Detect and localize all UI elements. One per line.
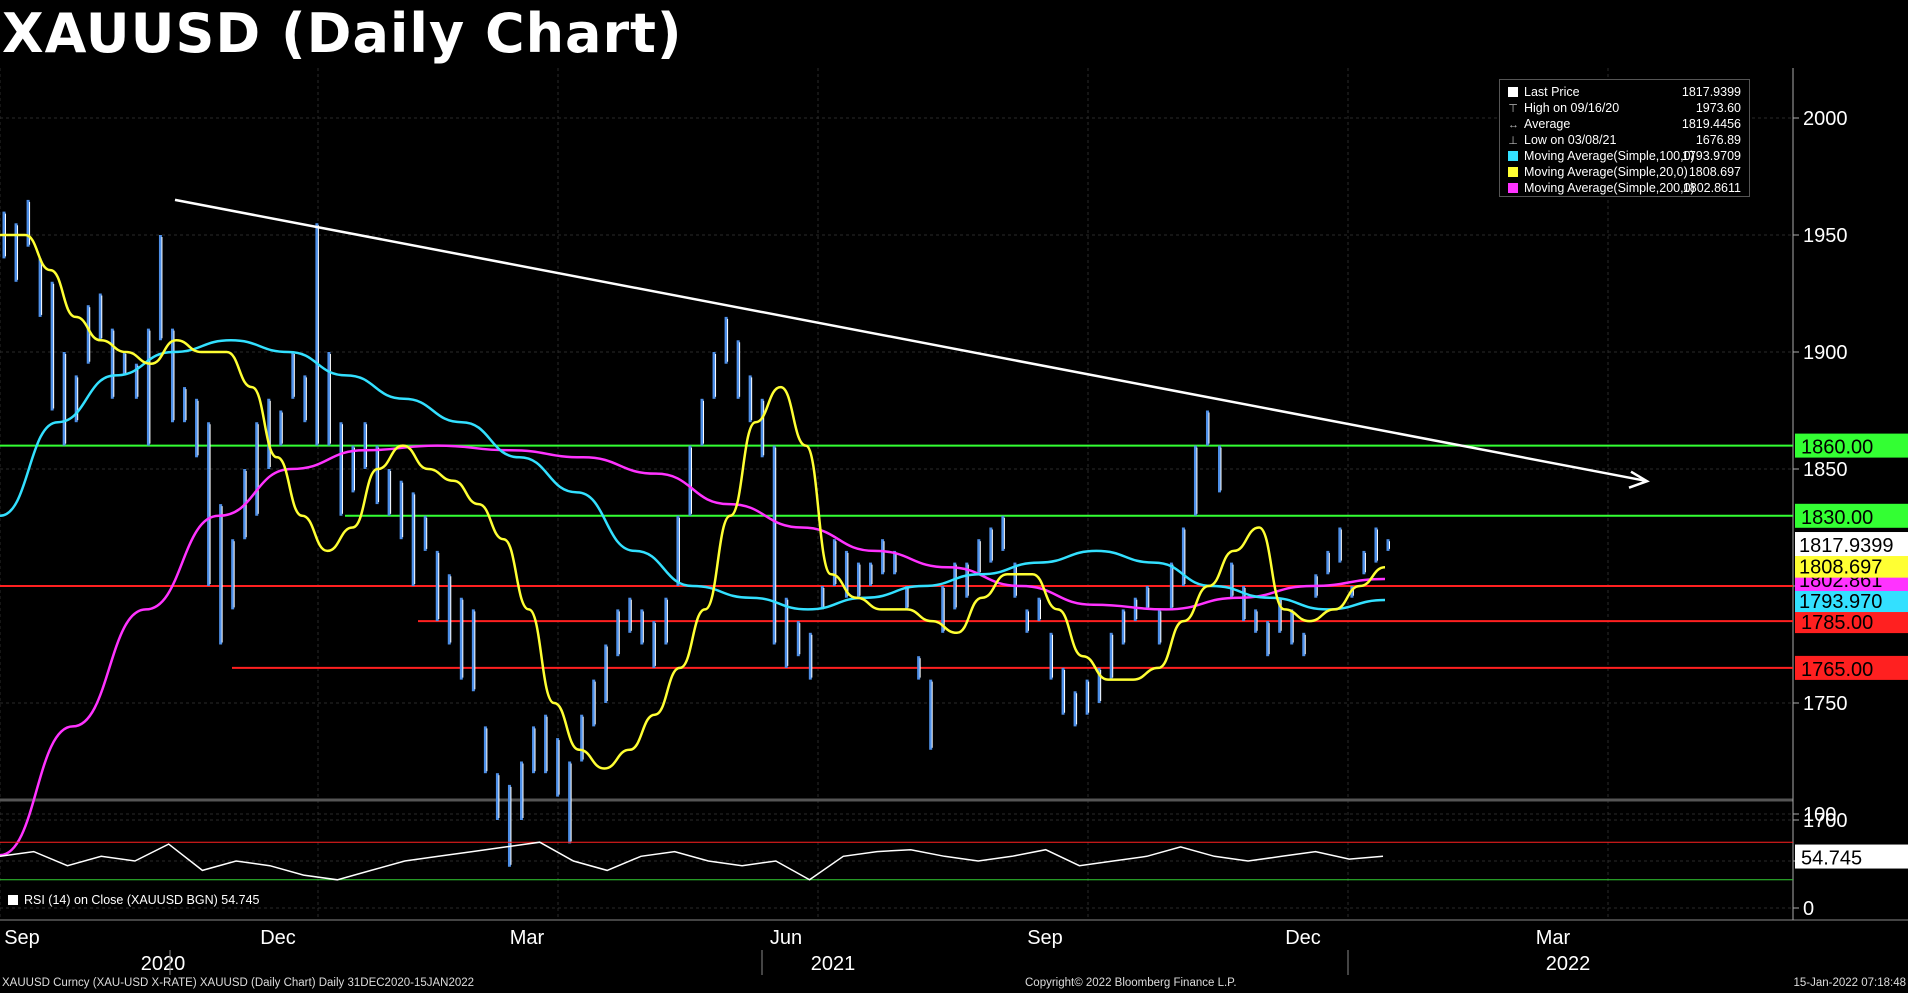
level-tag-text: 1830.00 bbox=[1801, 507, 1873, 529]
level-tag-1860.00 bbox=[1795, 433, 1908, 458]
legend-row: Moving Average(Simple,200,0) 1802.8611 bbox=[1508, 180, 1741, 196]
ma100-tag bbox=[1795, 588, 1908, 613]
trendline bbox=[174, 198, 1646, 482]
rsi-legend-swatch bbox=[8, 895, 18, 905]
rsi-tag-text: 54.745 bbox=[1801, 848, 1862, 870]
rsi-axis-label: 100 bbox=[1803, 804, 1836, 826]
legend-label: High on 09/16/20 bbox=[1524, 101, 1620, 115]
legend-value: 1817.9399 bbox=[1681, 85, 1741, 99]
rsi-axis-label: 0 bbox=[1803, 898, 1814, 920]
month-label: Mar bbox=[510, 927, 545, 949]
legend-marker-icon: ⊤ bbox=[1508, 103, 1518, 115]
legend-row: Last Price 1817.9399 bbox=[1508, 84, 1741, 100]
month-label: Dec bbox=[260, 927, 296, 949]
ma20-tag-text: 1808.697 bbox=[1799, 557, 1882, 579]
year-label: 2022 bbox=[1546, 953, 1591, 975]
legend-swatch bbox=[1508, 183, 1518, 193]
rsi-line bbox=[0, 841, 1384, 881]
last-price-tag-text: 1817.9399 bbox=[1799, 535, 1894, 557]
rsi-tag bbox=[1795, 844, 1908, 869]
legend-label: Moving Average(Simple,100,0) bbox=[1524, 149, 1695, 163]
level-tag-text: 1765.00 bbox=[1801, 659, 1873, 681]
legend-label: Moving Average(Simple,200,0) bbox=[1524, 181, 1695, 195]
legend-row: ⊤ High on 09/16/20 1973.60 bbox=[1508, 100, 1741, 116]
legend-row: Moving Average(Simple,100,0) 1793.9709 bbox=[1508, 148, 1741, 164]
level-tag-1765.00 bbox=[1795, 655, 1908, 680]
level-tag-1830.00 bbox=[1795, 503, 1908, 528]
legend-swatch bbox=[1508, 87, 1518, 97]
ma100-line bbox=[0, 339, 1386, 611]
month-label: Jun bbox=[770, 927, 802, 949]
legend-box: Last Price 1817.9399 ⊤ High on 09/16/20 1973… bbox=[1499, 79, 1750, 197]
year-label: 2020 bbox=[141, 953, 186, 975]
trendline-arrowhead bbox=[1628, 470, 1650, 489]
footer-copyright: Copyright© 2022 Bloomberg Finance L.P. bbox=[1025, 977, 1237, 989]
month-label: Dec bbox=[1285, 927, 1321, 949]
footer-timestamp: 15-Jan-2022 07:18:48 bbox=[1793, 977, 1906, 989]
rsi-legend: RSI (14) on Close (XAUUSD BGN) 54.745 bbox=[8, 893, 260, 907]
legend-row: ↔ Average 1819.4456 bbox=[1508, 116, 1741, 132]
legend-label: Moving Average(Simple,20,0) bbox=[1524, 165, 1688, 179]
legend-swatch bbox=[1508, 151, 1518, 161]
legend-row: Moving Average(Simple,20,0) 1808.697 bbox=[1508, 164, 1741, 180]
ma20-line bbox=[0, 233, 1386, 770]
level-tag-text: 1860.00 bbox=[1801, 437, 1873, 459]
month-label: Sep bbox=[4, 927, 40, 949]
legend-value: 1973.60 bbox=[1695, 101, 1741, 115]
price-axis-label: 1750 bbox=[1803, 693, 1848, 715]
legend-value: 1819.4456 bbox=[1681, 117, 1741, 131]
legend-label: Average bbox=[1524, 117, 1571, 131]
legend-value: 1793.9709 bbox=[1681, 149, 1741, 163]
price-axis-label: 1850 bbox=[1803, 459, 1848, 481]
legend-marker-icon: ↔ bbox=[1508, 119, 1519, 131]
level-tag-1785.00 bbox=[1795, 609, 1908, 634]
price-axis-label: 1900 bbox=[1803, 342, 1848, 364]
ma20-tag bbox=[1795, 553, 1908, 578]
last-price-tag bbox=[1795, 532, 1908, 557]
legend-row: ⊥ Low on 03/08/21 1676.89 bbox=[1508, 132, 1741, 148]
price-bars bbox=[2, 199, 1390, 867]
legend-swatch bbox=[1508, 167, 1518, 177]
year-label: 2021 bbox=[811, 953, 856, 975]
chart-title: XAUUSD (Daily Chart) bbox=[2, 2, 683, 65]
legend-value: 1802.8611 bbox=[1682, 181, 1741, 195]
legend-value: 1808.697 bbox=[1688, 165, 1741, 179]
legend-label: Low on 03/08/21 bbox=[1524, 133, 1617, 147]
ma100-tag-text: 1793.970 bbox=[1799, 591, 1882, 613]
footer-source: XAUUSD Curncy (XAU-USD X-RATE) XAUUSD (D… bbox=[2, 977, 475, 989]
price-axis-label: 1950 bbox=[1803, 225, 1848, 247]
month-label: Mar bbox=[1536, 927, 1571, 949]
legend-value: 1676.89 bbox=[1695, 133, 1741, 147]
legend-label: Last Price bbox=[1524, 85, 1580, 99]
ma200-line bbox=[0, 444, 1386, 857]
legend-marker-icon: ⊥ bbox=[1508, 135, 1518, 147]
price-axis-label: 2000 bbox=[1803, 108, 1848, 130]
month-label: Sep bbox=[1027, 927, 1063, 949]
rsi-legend-label: RSI (14) on Close (XAUUSD BGN) 54.745 bbox=[24, 893, 260, 907]
price-axis-label: 1700 bbox=[1803, 810, 1848, 832]
level-tag-text: 1785.00 bbox=[1801, 612, 1873, 634]
